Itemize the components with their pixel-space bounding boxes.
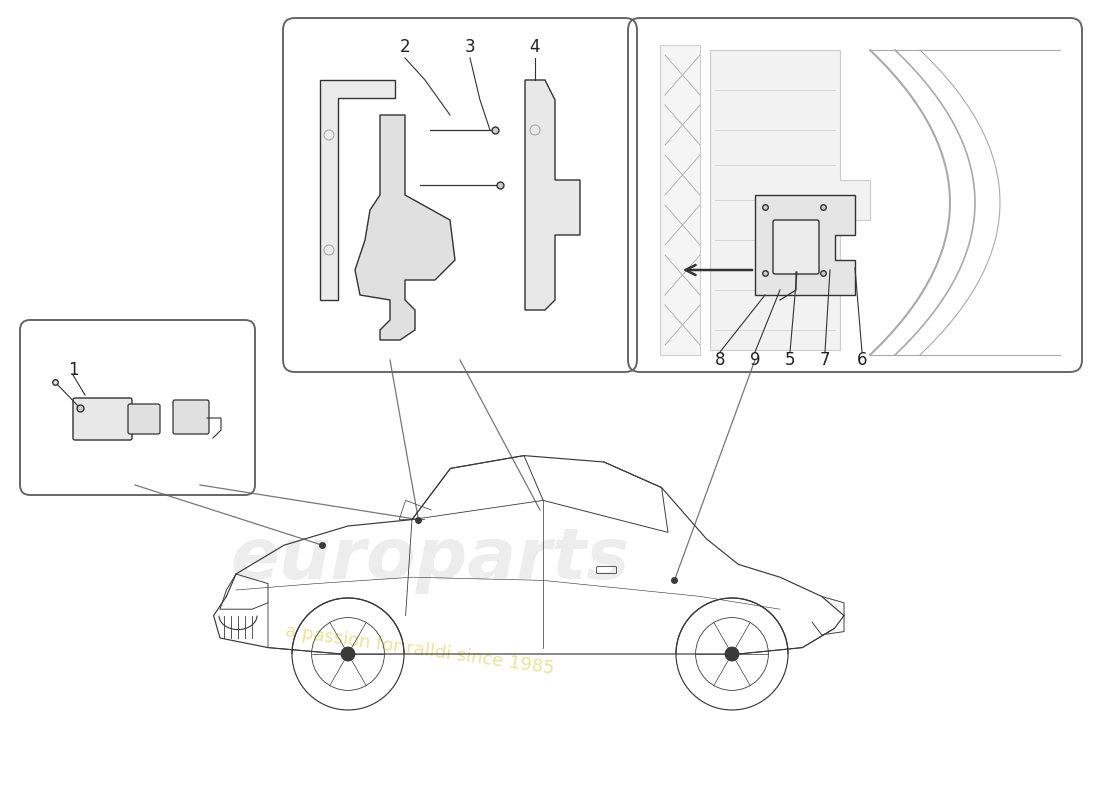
Polygon shape <box>660 45 700 355</box>
Text: a passion for ralldi since 1985: a passion for ralldi since 1985 <box>284 622 556 678</box>
Text: europarts: europarts <box>230 526 629 594</box>
Text: 4: 4 <box>530 38 540 56</box>
Text: 9: 9 <box>750 351 760 369</box>
Text: 3: 3 <box>464 38 475 56</box>
Text: 2: 2 <box>399 38 410 56</box>
FancyBboxPatch shape <box>773 220 820 274</box>
FancyBboxPatch shape <box>173 400 209 434</box>
Text: 8: 8 <box>715 351 725 369</box>
FancyBboxPatch shape <box>128 404 160 434</box>
Text: 7: 7 <box>820 351 830 369</box>
Text: 1: 1 <box>68 361 78 379</box>
Polygon shape <box>355 115 455 340</box>
Circle shape <box>725 647 739 661</box>
Circle shape <box>341 647 354 661</box>
Polygon shape <box>710 50 870 350</box>
Polygon shape <box>525 80 580 310</box>
FancyBboxPatch shape <box>73 398 132 440</box>
Text: 6: 6 <box>857 351 867 369</box>
Polygon shape <box>755 195 855 295</box>
Polygon shape <box>320 80 395 300</box>
Text: 5: 5 <box>784 351 795 369</box>
